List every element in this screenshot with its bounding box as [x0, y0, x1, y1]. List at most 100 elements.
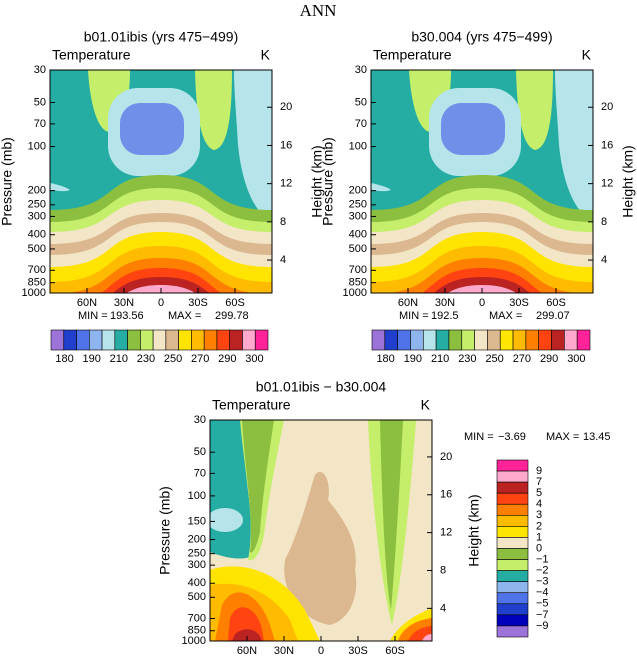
colorbar-label: 300 [567, 353, 585, 365]
min-value: −3.69 [498, 431, 526, 443]
colorbar-label: 290 [540, 353, 558, 365]
units-label: K [582, 47, 592, 63]
y-tick-label: 700 [188, 612, 206, 624]
colorbar-box [496, 559, 529, 571]
y-tick-label: 50 [34, 96, 46, 108]
colorbar-label: 290 [218, 353, 236, 365]
y2-tick-label: 4 [440, 602, 446, 614]
colorbar-label: 230 [137, 353, 155, 365]
y2-tick-label: 12 [280, 178, 292, 190]
y2-tick-label: 8 [280, 216, 286, 228]
variable-label: Temperature [212, 397, 291, 413]
units-label: K [421, 397, 431, 413]
min-label: MIN = [78, 310, 108, 322]
colorbar-box [496, 614, 529, 627]
y-tick-label: 1000 [343, 287, 367, 299]
y2-tick-label: 20 [280, 101, 292, 113]
min-label: MIN = [399, 310, 429, 322]
x-tick-label: 60S [546, 297, 566, 309]
y-tick-label: 150 [188, 515, 206, 527]
x-tick-label: 60S [225, 297, 245, 309]
colorbar-box [496, 581, 529, 594]
y-tick-label: 300 [188, 559, 206, 571]
colorbar-box [229, 329, 243, 351]
y-tick-label: 500 [28, 243, 46, 255]
colorbar-box [384, 329, 398, 351]
colorbar-box [114, 329, 128, 351]
y-tick-label: 250 [188, 548, 206, 560]
colorbar-box [254, 329, 269, 351]
y-tick-label: 70 [355, 118, 367, 130]
colorbar-box [140, 329, 154, 351]
max-value: 299.78 [215, 310, 249, 322]
panel-title: b01.01ibis − b30.004 [256, 379, 387, 395]
y-tick-label: 400 [188, 577, 206, 589]
colorbar-box [496, 537, 529, 549]
max-value: 13.45 [583, 431, 611, 443]
colorbar-box [496, 548, 529, 560]
min-value: 193.56 [110, 310, 144, 322]
panel-title: b01.01ibis (yrs 475−499) [84, 29, 239, 45]
x-tick-label: 60S [385, 645, 405, 657]
y2-tick-label: 8 [440, 564, 446, 576]
colorbar-box [435, 329, 450, 351]
y-tick-label: 100 [28, 140, 46, 152]
y-tick-label: 850 [349, 277, 367, 289]
colorbar-box [203, 329, 218, 351]
y-tick-label: 700 [28, 264, 46, 276]
colorbar-box [165, 329, 179, 351]
colorbar-box [101, 329, 116, 351]
x-tick-label: 30N [274, 645, 294, 657]
y-tick-label: 250 [28, 199, 46, 211]
colorbar-label: 4 [536, 498, 542, 510]
max-label: MAX = [168, 310, 201, 322]
colorbar-box [538, 329, 552, 351]
y-tick-label: 200 [349, 185, 367, 197]
y-tick-label: 100 [188, 490, 206, 502]
y-tick-label: 500 [188, 591, 206, 603]
colorbar-box [525, 329, 540, 351]
x-tick-label: 30S [348, 645, 368, 657]
y2-tick-label: 4 [280, 254, 286, 266]
colorbar-box [50, 329, 65, 351]
colorbar-label: −3 [536, 576, 549, 588]
y-tick-label: 1000 [182, 635, 206, 647]
x-tick-label: 0 [318, 645, 324, 657]
y-tick-label: 1000 [22, 287, 46, 299]
y-tick-label: 850 [28, 277, 46, 289]
max-label: MAX = [546, 431, 579, 443]
y-tick-label: 30 [355, 64, 367, 76]
y-tick-label: 100 [349, 140, 367, 152]
y-tick-label: 400 [28, 229, 46, 241]
x-tick-label: 30N [114, 297, 134, 309]
colorbar-label: 0 [536, 542, 542, 554]
colorbar-box [512, 329, 527, 351]
colorbar-box [496, 470, 529, 483]
y-tick-label: 500 [349, 243, 367, 255]
colorbar-box [496, 459, 529, 472]
x-tick-label: 0 [479, 297, 485, 309]
colorbar-box [448, 329, 463, 351]
colorbar-box [564, 329, 578, 351]
colorbar-label: 300 [245, 353, 263, 365]
y2-tick-label: 16 [601, 139, 613, 151]
y2-tick-label: 16 [440, 489, 452, 501]
colorbar-label: 180 [376, 353, 394, 365]
colorbar-box [242, 329, 256, 351]
y-tick-label: 300 [349, 210, 367, 222]
y-tick-label: 400 [349, 229, 367, 241]
y-tick-label: 300 [28, 210, 46, 222]
colorbar-label: 210 [431, 353, 449, 365]
y2-tick-label: 8 [601, 216, 607, 228]
y2-tick-label: 12 [601, 178, 613, 190]
colorbar-box [474, 329, 488, 351]
variable-label: Temperature [373, 47, 452, 63]
contour-fill [371, 70, 593, 293]
colorbar-box [397, 329, 411, 351]
colorbar-label: −1 [536, 553, 549, 565]
x-tick-label: 30S [188, 297, 208, 309]
y-tick-label: 50 [355, 96, 367, 108]
colorbar-label: 1 [536, 531, 542, 543]
colorbar-label: 210 [110, 353, 128, 365]
